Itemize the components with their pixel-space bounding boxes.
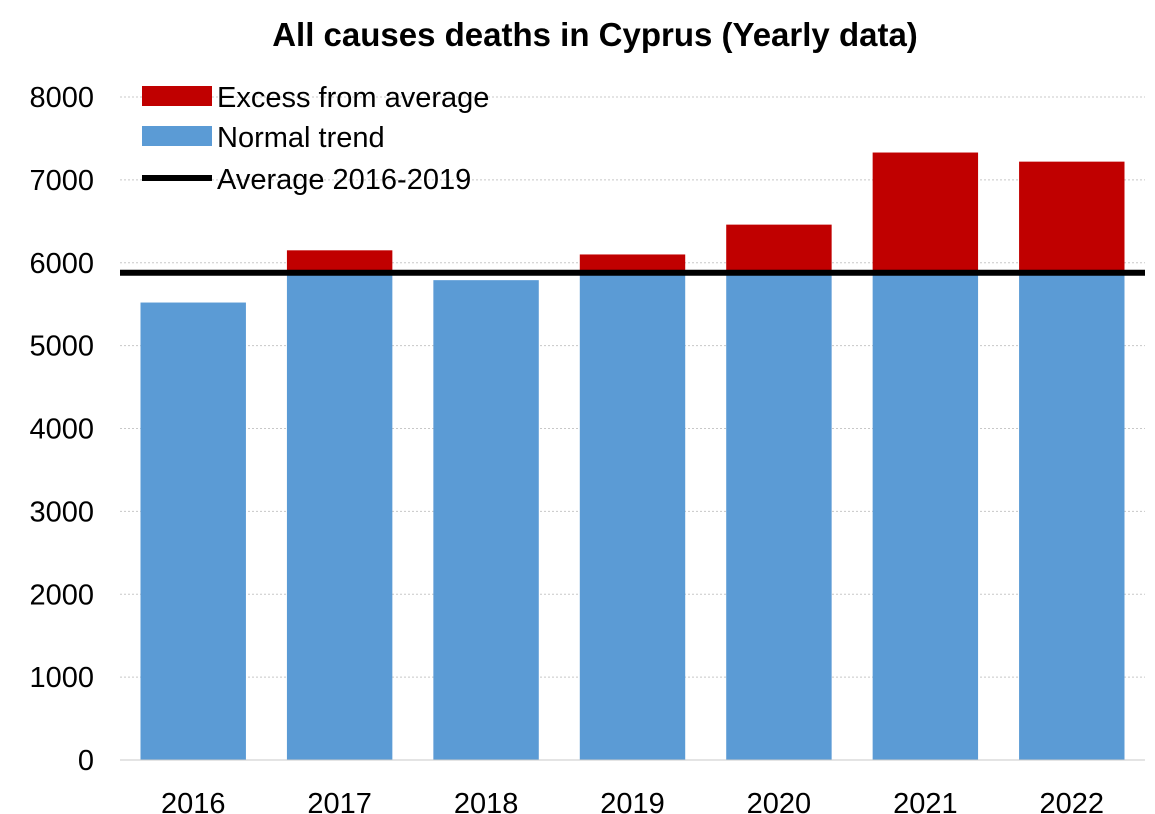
x-tick-label: 2019 bbox=[600, 788, 665, 814]
bar-normal-2020 bbox=[726, 272, 832, 760]
bar-normal-2018 bbox=[433, 280, 539, 760]
y-tick-label: 2000 bbox=[29, 579, 94, 611]
bar-excess-2021 bbox=[872, 152, 979, 273]
bar-normal-2017 bbox=[286, 272, 393, 760]
bar-normal-2022 bbox=[1019, 272, 1125, 760]
legend-label-excess: Excess from average bbox=[217, 82, 489, 114]
y-tick-label: 0 bbox=[78, 745, 94, 777]
legend-swatch-excess bbox=[142, 86, 212, 106]
x-tick-label: 2022 bbox=[1040, 788, 1105, 814]
legend-label-average: Average 2016-2019 bbox=[217, 164, 471, 196]
y-tick-label: 1000 bbox=[29, 662, 94, 694]
x-tick-label: 2017 bbox=[307, 788, 372, 814]
y-tick-label: 7000 bbox=[29, 165, 94, 197]
y-tick-label: 6000 bbox=[29, 248, 94, 280]
x-tick-label: 2018 bbox=[454, 788, 519, 814]
x-tick-label: 2021 bbox=[893, 788, 958, 814]
legend-swatch-normal bbox=[142, 126, 212, 146]
y-tick-label: 3000 bbox=[29, 496, 94, 528]
y-tick-label: 8000 bbox=[29, 82, 94, 114]
y-axis-ticks: 0 1000 2000 3000 4000 5000 6000 7000 8000 bbox=[29, 82, 94, 777]
chart-title: All causes deaths in Cyprus (Yearly data… bbox=[272, 16, 918, 53]
bar-excess-2022 bbox=[1019, 161, 1125, 273]
y-tick-label: 5000 bbox=[29, 331, 94, 363]
bar-excess-2020 bbox=[726, 224, 832, 273]
bar-normal-2019 bbox=[579, 272, 686, 760]
legend-label-normal: Normal trend bbox=[217, 122, 385, 154]
x-tick-label: 2020 bbox=[747, 788, 812, 814]
bar-normal-2021 bbox=[872, 272, 979, 760]
bar-excess-2017 bbox=[286, 250, 393, 273]
bar-excess-2019 bbox=[579, 254, 686, 273]
x-axis-ticks: 2016 2017 2018 2019 2020 2021 2022 bbox=[161, 788, 1104, 814]
bars bbox=[140, 152, 1125, 760]
x-tick-label: 2016 bbox=[161, 788, 226, 814]
bar-normal-2016 bbox=[140, 302, 246, 760]
y-tick-label: 4000 bbox=[29, 414, 94, 446]
legend: Excess from average Normal trend Average… bbox=[142, 82, 489, 196]
